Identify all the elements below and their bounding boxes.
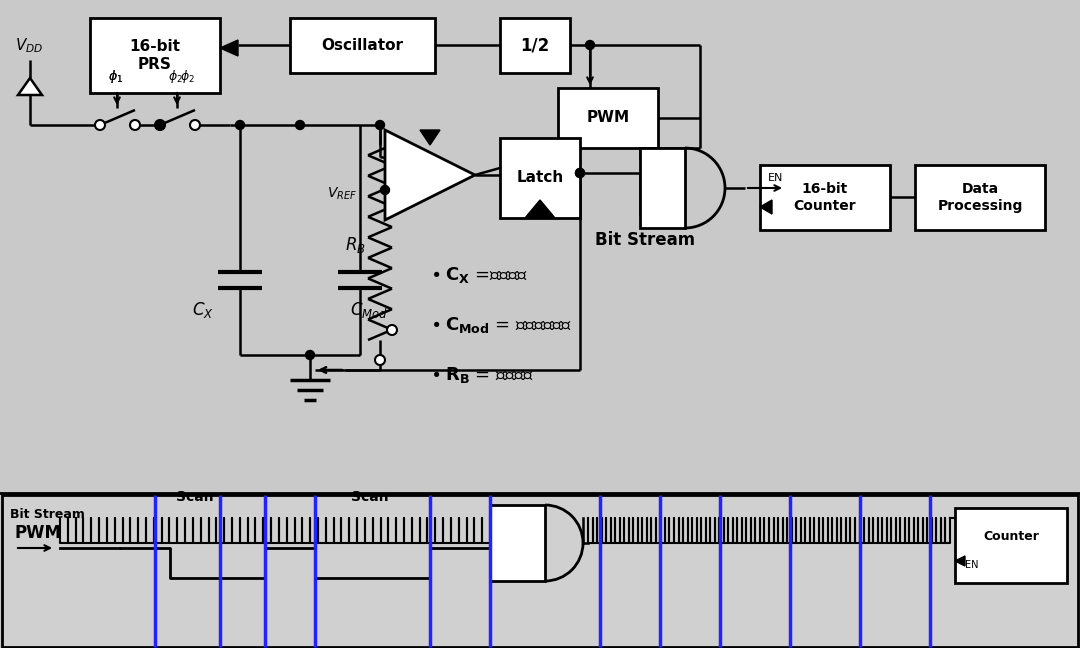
Text: Latch: Latch (516, 170, 564, 185)
Text: EN: EN (966, 560, 978, 570)
Polygon shape (955, 556, 966, 566)
Text: Bit Stream: Bit Stream (595, 231, 696, 249)
Text: $C_X$: $C_X$ (192, 300, 214, 320)
Bar (0, 0, 1080, 493)
Text: $\bf{C_{Mod}}$ = 外部调制电容: $\bf{C_{Mod}}$ = 外部调制电容 (445, 315, 572, 335)
Text: 1/2: 1/2 (521, 36, 550, 54)
Polygon shape (18, 78, 42, 95)
Text: $C_{Mod}$: $C_{Mod}$ (350, 300, 388, 320)
Circle shape (376, 121, 384, 130)
Circle shape (387, 325, 397, 335)
Bar (500, 18, 570, 73)
Circle shape (190, 120, 200, 130)
Text: $R_B$: $R_B$ (345, 235, 366, 255)
Bar (915, 165, 1045, 230)
Text: Bit Stream: Bit Stream (10, 508, 85, 521)
Text: $\phi_1$: $\phi_1$ (108, 68, 123, 85)
Text: EN: EN (768, 173, 783, 183)
Circle shape (235, 121, 244, 130)
Bar (760, 165, 890, 230)
Text: 16-bit
PRS: 16-bit PRS (130, 40, 180, 72)
Circle shape (585, 40, 594, 49)
Circle shape (156, 121, 164, 130)
Text: Oscillator: Oscillator (322, 38, 404, 53)
Bar (955, 508, 1067, 583)
Circle shape (380, 185, 390, 194)
Text: Scan: Scan (351, 490, 389, 504)
Text: $V_{DD}$: $V_{DD}$ (15, 36, 43, 54)
Text: 16-bit
Counter: 16-bit Counter (794, 182, 856, 213)
Circle shape (296, 121, 305, 130)
Bar (2, 495, 1078, 647)
Text: $\bullet$: $\bullet$ (430, 366, 443, 384)
Polygon shape (384, 130, 475, 220)
Circle shape (375, 355, 384, 365)
Polygon shape (525, 200, 555, 218)
Polygon shape (760, 200, 772, 214)
Circle shape (576, 168, 584, 178)
Circle shape (95, 120, 105, 130)
Text: $\phi_2$: $\phi_2$ (168, 68, 183, 85)
Text: $\phi_2$: $\phi_2$ (180, 68, 194, 85)
Bar (5, 3, 1075, 488)
Text: $\bullet$: $\bullet$ (430, 316, 443, 334)
Text: PWM: PWM (586, 111, 630, 126)
Text: Counter: Counter (983, 530, 1039, 543)
Circle shape (130, 120, 140, 130)
Bar (90, 18, 220, 93)
Text: $V_{REF}$: $V_{REF}$ (327, 186, 357, 202)
Bar (500, 138, 580, 218)
Text: $\bf{R_B}$ = 放电电阻: $\bf{R_B}$ = 放电电阻 (445, 365, 535, 385)
Bar (640, 148, 685, 228)
Bar (558, 88, 658, 148)
Text: $\phi_1$: $\phi_1$ (108, 68, 123, 85)
Circle shape (306, 351, 314, 360)
Circle shape (156, 120, 165, 130)
Text: $\bf{C_X}$ =感应电容: $\bf{C_X}$ =感应电容 (445, 265, 528, 285)
Circle shape (576, 168, 584, 178)
Bar (490, 505, 545, 581)
Text: Data
Processing: Data Processing (937, 182, 1023, 213)
Polygon shape (220, 40, 238, 56)
Bar (291, 18, 435, 73)
Polygon shape (420, 130, 440, 145)
Text: PWM: PWM (15, 524, 62, 542)
Text: $\bullet$: $\bullet$ (430, 266, 443, 284)
Text: Scan: Scan (176, 490, 214, 504)
